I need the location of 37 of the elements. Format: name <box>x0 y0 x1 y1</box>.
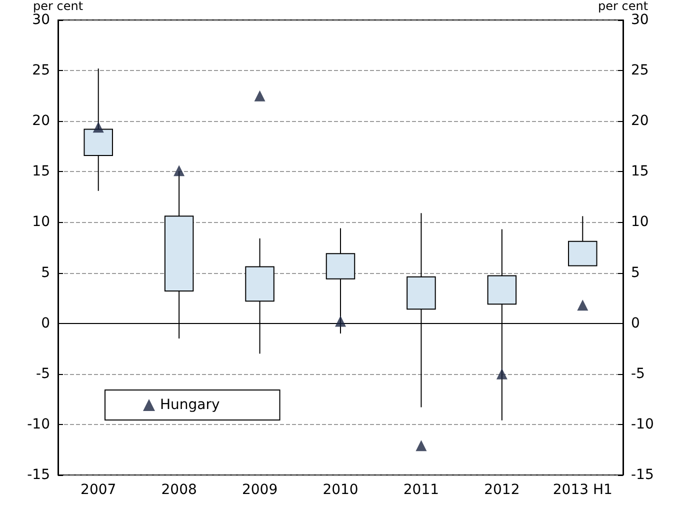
x-tick-label: 2008 <box>161 482 197 498</box>
y-tick-label: 25 <box>32 62 50 79</box>
x-tick-label: 2011 <box>403 482 440 498</box>
point <box>174 165 185 176</box>
x-tick-label: 2013 H1 <box>552 482 612 498</box>
y2-tick-label: 5 <box>631 264 640 281</box>
y2-tick-label: 15 <box>631 164 649 180</box>
y2-tick-label: 30 <box>631 12 649 28</box>
point <box>254 90 266 102</box>
y-tick-label: 15 <box>32 164 50 180</box>
point <box>496 368 508 380</box>
y2-tick-label: -15 <box>631 467 654 483</box>
y2-tick-label: 10 <box>631 214 649 230</box>
y-tick-label: 20 <box>32 113 50 130</box>
point <box>92 122 104 133</box>
x-tick-label: 2010 <box>322 482 358 498</box>
legend-label: Hungary <box>160 397 220 413</box>
y2-tick-label: -5 <box>631 366 645 382</box>
x-tick-label: 2007 <box>80 482 116 498</box>
point <box>416 440 427 452</box>
x-tick-label: 2009 <box>242 482 278 498</box>
point <box>335 316 346 327</box>
y-tick-label: 30 <box>32 12 50 28</box>
y-tick-label: -5 <box>36 366 50 382</box>
point <box>577 300 588 311</box>
x-tick-label: 2012 <box>484 482 520 498</box>
y2-tick-label: 0 <box>631 315 640 332</box>
y2-axis-title: per cent <box>598 0 648 13</box>
y-tick-label: 10 <box>32 214 50 230</box>
y-tick-label: 5 <box>41 264 50 281</box>
y-tick-label: 0 <box>41 315 50 332</box>
y-tick-label: -15 <box>27 467 50 483</box>
y-axis-title: per cent <box>32 0 84 13</box>
y2-tick-label: 25 <box>631 62 649 79</box>
y2-tick-label: 20 <box>631 113 649 130</box>
y2-tick-label: -10 <box>631 416 654 432</box>
y-tick-label: -10 <box>27 416 50 432</box>
